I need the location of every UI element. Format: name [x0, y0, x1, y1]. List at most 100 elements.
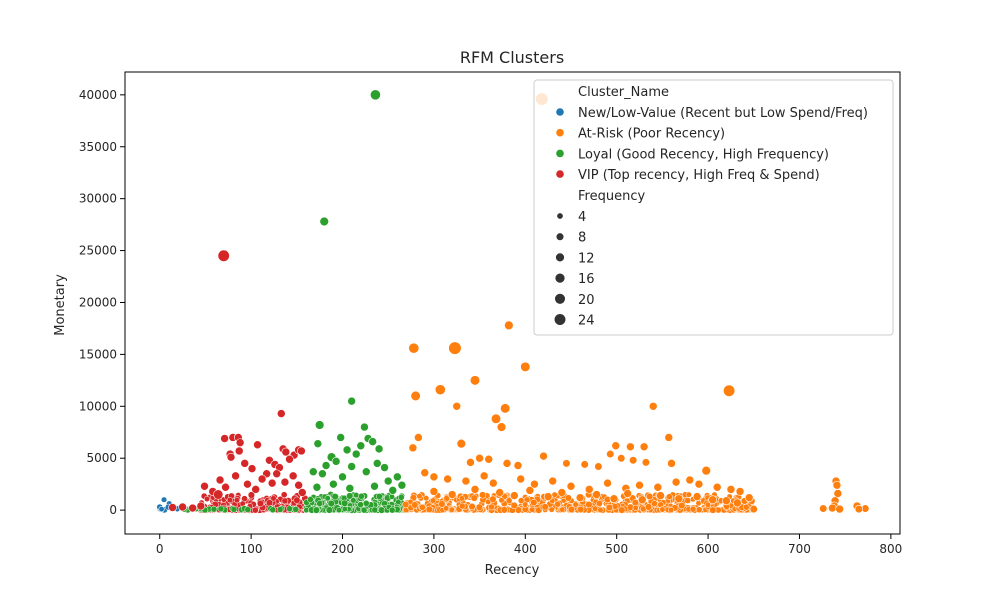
- point-2: [372, 459, 382, 468]
- point-1: [479, 471, 489, 481]
- point-1: [458, 502, 466, 510]
- point-3: [168, 503, 177, 512]
- point-1: [443, 494, 451, 502]
- legend-marker: [556, 149, 564, 158]
- point-1: [479, 491, 487, 499]
- point-1: [429, 487, 439, 496]
- y-tick-label: 30000: [79, 192, 117, 206]
- point-1: [704, 501, 711, 508]
- point-2: [362, 500, 370, 507]
- y-axis-ticks: 0 5000 10000 15000 20000 25000 30000 35000 40000: [79, 88, 125, 517]
- point-1: [410, 390, 421, 402]
- x-tick-label: 0: [156, 542, 164, 556]
- point-1: [609, 494, 619, 504]
- point-1: [722, 496, 731, 506]
- point-1: [639, 442, 649, 452]
- point-2: [244, 506, 252, 513]
- point-2: [353, 492, 360, 499]
- point-1: [666, 493, 673, 501]
- point-2: [341, 499, 349, 507]
- point-1: [505, 497, 513, 504]
- point-2: [210, 505, 218, 513]
- point-2: [312, 506, 320, 514]
- point-2: [383, 476, 393, 486]
- point-1: [664, 433, 674, 442]
- plot-area-frame: [124, 71, 901, 535]
- point-1: [489, 495, 497, 503]
- point-2: [376, 493, 383, 500]
- point-2: [397, 494, 405, 501]
- point-1: [564, 494, 572, 502]
- point-3: [234, 446, 244, 456]
- point-2: [371, 506, 379, 514]
- point-1: [500, 506, 508, 514]
- point-1: [828, 503, 837, 513]
- point-2: [360, 506, 368, 514]
- legend-size-label: 8: [578, 231, 586, 246]
- point-1: [606, 449, 615, 459]
- legend-size-label: 16: [578, 272, 595, 287]
- point-1: [744, 493, 754, 502]
- point-3: [217, 249, 230, 262]
- point-1: [554, 500, 561, 508]
- point-2: [368, 437, 377, 446]
- point-1: [502, 459, 512, 468]
- point-1: [516, 474, 526, 484]
- x-tick-label: 200: [331, 542, 354, 556]
- point-1: [443, 474, 452, 484]
- point-2: [325, 506, 333, 514]
- point-1: [632, 504, 639, 511]
- x-tick-label: 600: [697, 542, 720, 556]
- point-1: [584, 485, 594, 494]
- point-2: [327, 499, 335, 508]
- x-tick-label: 700: [788, 542, 811, 556]
- point-2: [388, 506, 396, 514]
- point-1: [653, 482, 663, 492]
- point-1: [543, 492, 553, 501]
- point-1: [594, 462, 603, 471]
- point-1: [732, 498, 742, 508]
- point-1: [498, 497, 505, 504]
- point-1: [469, 375, 481, 386]
- point-2: [269, 506, 277, 514]
- point-1: [635, 480, 644, 490]
- legend-entry: At-Risk (Poor Recency): [578, 127, 725, 142]
- point-1: [611, 441, 621, 451]
- point-1: [525, 486, 535, 495]
- legend-marker: [556, 170, 564, 178]
- point-2: [331, 493, 339, 501]
- point-3: [233, 497, 240, 504]
- point-1: [434, 384, 446, 396]
- point-1: [605, 503, 614, 512]
- y-tick-label: 25000: [79, 244, 117, 258]
- point-1: [611, 503, 619, 510]
- point-1: [623, 489, 632, 498]
- point-3: [288, 471, 298, 481]
- point-1: [668, 506, 675, 513]
- point-1: [541, 503, 549, 511]
- point-1: [626, 442, 635, 452]
- point-1: [495, 488, 505, 497]
- x-tick-label: 300: [422, 542, 445, 556]
- point-2: [397, 480, 407, 490]
- point-1: [411, 501, 419, 509]
- point-1: [592, 490, 601, 499]
- point-2: [312, 482, 322, 492]
- point-1: [562, 459, 571, 468]
- point-1: [468, 502, 476, 511]
- legend-size-marker: [554, 314, 566, 325]
- point-1: [572, 501, 579, 508]
- point-1: [475, 503, 483, 511]
- legend-entry: VIP (Top recency, High Freq & Spend): [578, 168, 820, 183]
- point-1: [522, 501, 529, 508]
- point-2: [370, 481, 379, 491]
- y-tick-label: 10000: [79, 399, 117, 413]
- legend-size-label: 24: [578, 314, 595, 329]
- point-1: [470, 485, 480, 494]
- point-2: [316, 500, 324, 507]
- point-2: [380, 463, 389, 472]
- point-1: [504, 320, 514, 331]
- point-1: [742, 503, 750, 511]
- point-1: [425, 505, 433, 513]
- point-1: [551, 491, 558, 498]
